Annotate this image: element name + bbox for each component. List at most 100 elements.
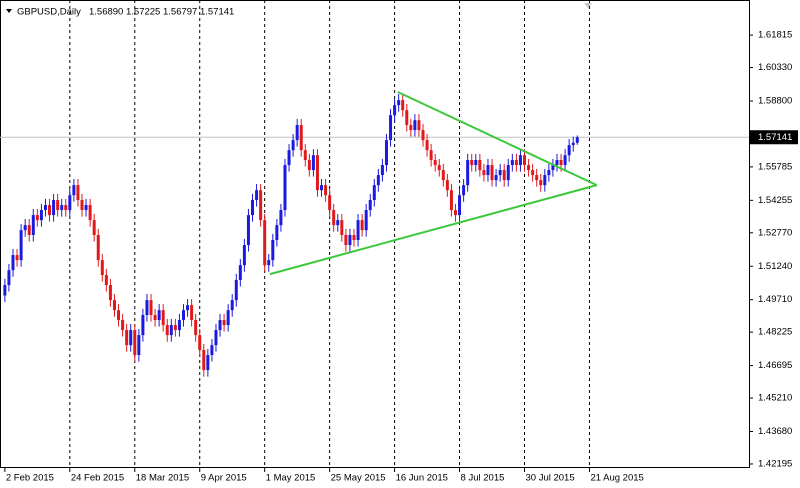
candle-body (218, 320, 222, 331)
candle-body (413, 120, 417, 131)
candle-body (567, 145, 571, 156)
y-tick-label: 1.54255 (758, 195, 792, 206)
candle-body (401, 100, 405, 111)
candle-body (15, 255, 19, 261)
candle-body (92, 220, 96, 235)
candle-body (48, 205, 52, 216)
candle-body (165, 325, 169, 336)
candle-body (242, 245, 246, 266)
candle-body (376, 175, 380, 186)
candle-body (559, 160, 563, 166)
candle-body (153, 314, 157, 321)
low-label: 1.56797 (163, 7, 197, 18)
candle-body (328, 195, 332, 211)
candle-body (255, 190, 259, 201)
candle-body (324, 185, 328, 196)
open-label: 1.56890 (89, 7, 123, 18)
candle-body (523, 155, 527, 166)
candle-body (56, 200, 60, 211)
candle-body (531, 170, 535, 176)
candle-body (307, 160, 311, 171)
y-tick-label: 1.46695 (758, 360, 792, 371)
candle-body (474, 160, 478, 166)
current-price-label: 1.57141 (758, 132, 792, 143)
candle-body (181, 310, 185, 321)
candle-body (194, 320, 198, 336)
candle-body (202, 349, 206, 371)
y-tick-label: 1.52770 (758, 227, 792, 238)
candle-body (267, 260, 271, 266)
candle-body (417, 120, 421, 131)
candle-body (112, 300, 116, 311)
candle-body (510, 160, 514, 166)
candle-body (80, 200, 84, 211)
y-tick-label: 1.55785 (758, 161, 792, 172)
candle-body (104, 274, 108, 286)
candle-body (230, 300, 234, 311)
candle-body (364, 210, 368, 231)
current-price-box (750, 130, 798, 145)
candle-body (129, 330, 133, 346)
candle-body (555, 160, 559, 166)
candle-body (462, 185, 466, 196)
candle-body (332, 210, 336, 226)
candle-body (437, 165, 441, 171)
menu-arrow[interactable] (6, 9, 12, 13)
x-tick-label: 16 Jun 2015 (396, 473, 448, 484)
candle-body (3, 285, 7, 296)
x-tick-label: 18 Mar 2015 (136, 473, 189, 484)
candle-body (52, 200, 56, 216)
candle-body (299, 125, 303, 151)
candle-body (441, 170, 445, 181)
candle-body (315, 155, 319, 191)
candle-body (506, 165, 510, 181)
x-tick-label: 1 May 2015 (266, 473, 316, 484)
candle-body (543, 175, 547, 186)
y-tick-label: 1.58800 (758, 96, 792, 107)
candle-body (31, 215, 35, 235)
candle-body (478, 160, 482, 171)
candle-body (494, 175, 498, 181)
candle-body (96, 234, 100, 261)
candle-body (405, 110, 409, 126)
candle-body (72, 185, 76, 196)
candle-body (246, 215, 250, 246)
candle-body (433, 160, 437, 166)
candle-body (214, 330, 218, 346)
candle-body (275, 225, 279, 241)
candle-body (108, 285, 112, 301)
candle-body (563, 155, 567, 166)
candle-body (389, 115, 393, 141)
candle-body (145, 300, 149, 315)
candle-body (100, 260, 104, 275)
candle-body (397, 100, 401, 106)
candle-body (498, 170, 502, 176)
candle-body (409, 125, 413, 131)
candle-body (360, 220, 364, 231)
y-tick-label: 1.60330 (758, 62, 792, 73)
candle-body (263, 220, 267, 266)
candle-body (206, 354, 210, 371)
candle-body (7, 270, 11, 286)
trendline (269, 184, 598, 276)
candle-body (303, 150, 307, 161)
candle-body (518, 155, 522, 166)
candle-body (453, 210, 457, 216)
candle-body (372, 185, 376, 201)
candle-body (117, 310, 121, 321)
candle-body (571, 142, 575, 146)
candle-body (133, 330, 137, 355)
symbol: GBPUSD,Daily (17, 7, 81, 18)
x-tick-label: 24 Feb 2015 (71, 473, 124, 484)
y-tick-label: 1.61815 (758, 30, 792, 41)
close-label: 1.57141 (200, 7, 234, 18)
trendline (397, 91, 598, 187)
candle-body (27, 225, 31, 235)
candle-body (125, 330, 129, 346)
candle-body (445, 180, 449, 191)
candle-body (35, 215, 39, 221)
candle-body (551, 165, 555, 171)
candle-body (514, 160, 518, 166)
candle-body (234, 280, 238, 301)
candle-body (384, 140, 388, 166)
